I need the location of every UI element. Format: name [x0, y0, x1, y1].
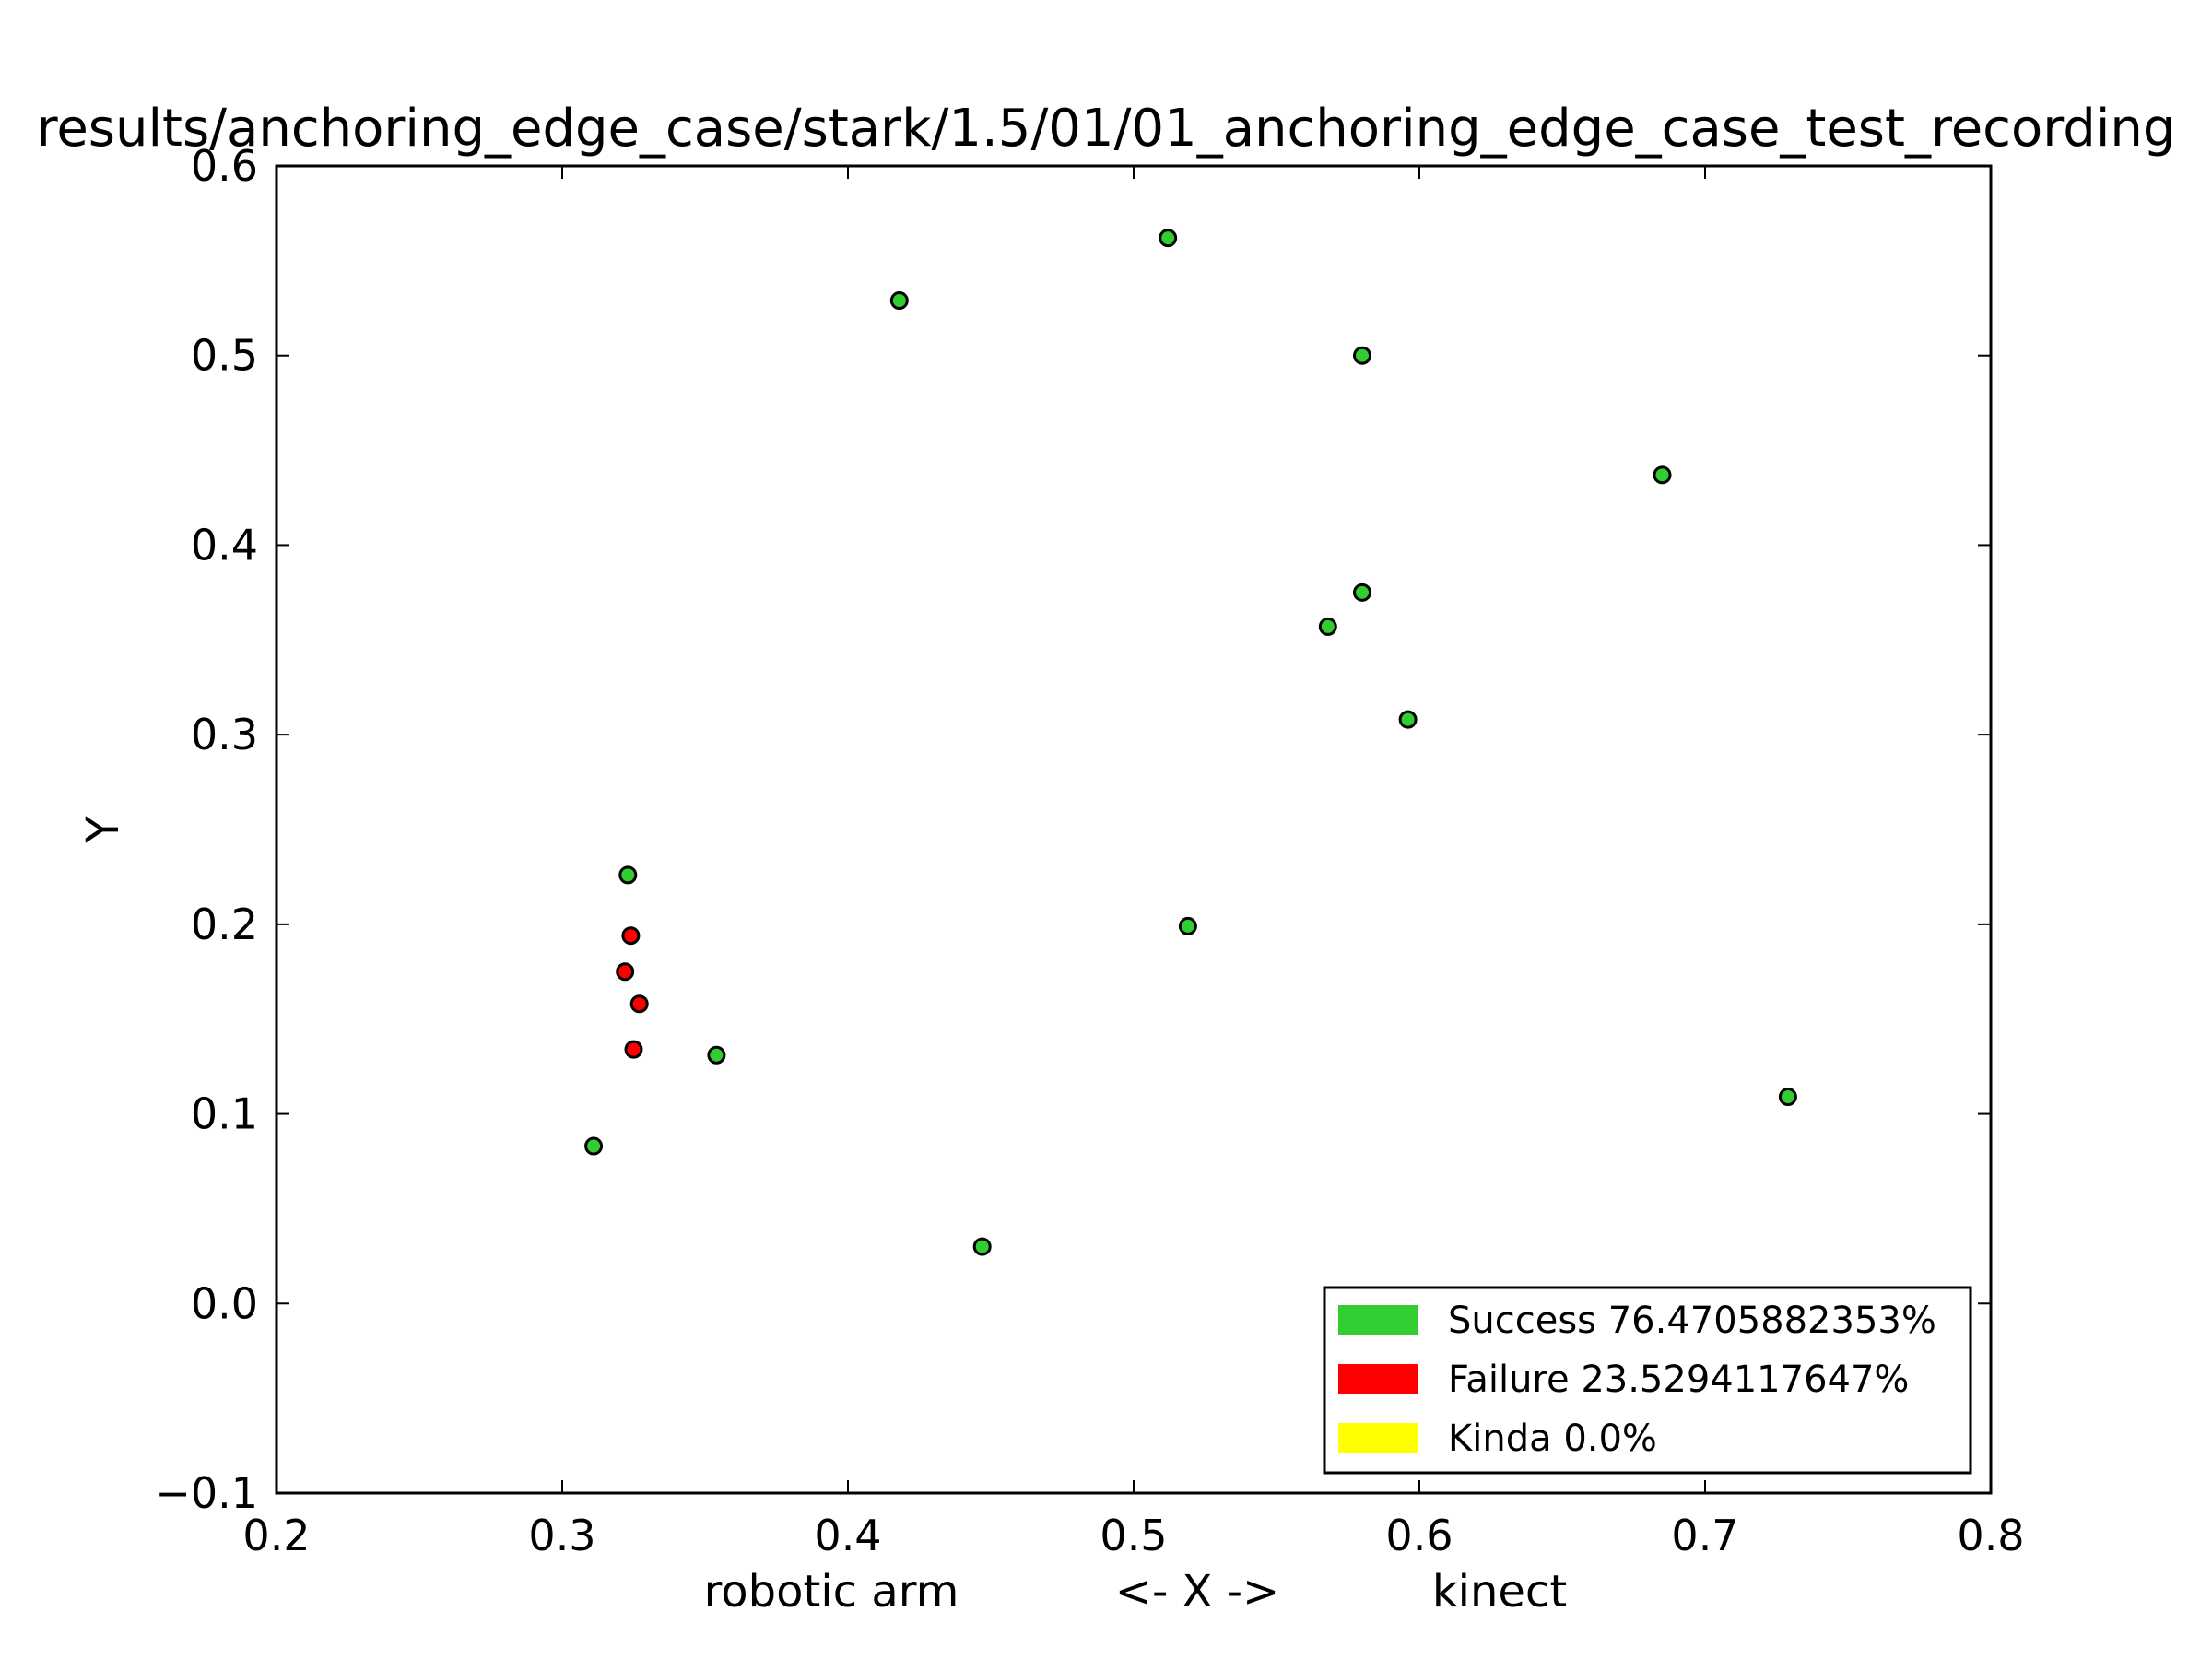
legend-swatch — [1338, 1364, 1418, 1394]
data-point-series-0 — [1398, 710, 1418, 729]
y-tick-label: 0.3 — [191, 710, 258, 759]
data-point-series-0 — [1778, 1088, 1797, 1107]
x-axis-label-right: kinect — [1432, 1566, 1567, 1618]
data-points — [584, 229, 1797, 1256]
data-point-series-1 — [616, 962, 635, 982]
y-tick-label: 0.2 — [191, 900, 258, 949]
data-point-series-1 — [624, 1040, 643, 1059]
legend-swatch — [1338, 1305, 1418, 1335]
x-tick-label: 0.2 — [242, 1511, 310, 1560]
x-tick-label: 0.8 — [1957, 1511, 2024, 1560]
y-tick-label: 0.4 — [191, 520, 258, 570]
y-axis-label: Y — [77, 816, 129, 844]
data-point-series-1 — [629, 994, 649, 1014]
legend-label: Failure 23.5294117647% — [1448, 1359, 1909, 1401]
chart-title: results/anchoring_edge_case/stark/1.5/01… — [37, 99, 2176, 159]
data-point-series-0 — [1318, 617, 1337, 636]
x-axis-label-left: robotic arm — [704, 1566, 959, 1618]
y-tick-label: 0.1 — [191, 1089, 258, 1139]
tick-labels: 0.2 0.3 0.4 0.5 0.6 0.7 0.8 −0.1 0.0 0.1 0.2 0.3 0.4… — [155, 141, 2024, 1560]
data-point-series-0 — [1178, 916, 1197, 935]
y-tick-label: 0.0 — [191, 1278, 258, 1328]
legend-swatch — [1338, 1423, 1418, 1453]
legend-box — [1323, 1286, 1972, 1475]
data-point-series-0 — [584, 1136, 604, 1156]
data-point-series-1 — [621, 926, 641, 946]
x-tick-label: 0.4 — [814, 1511, 881, 1560]
data-point-series-0 — [1159, 229, 1178, 248]
legend-label: Kinda 0.0% — [1448, 1418, 1657, 1460]
legend-label: Success 76.4705882353% — [1448, 1300, 1936, 1342]
x-tick-label: 0.6 — [1385, 1511, 1453, 1560]
data-point-series-0 — [707, 1045, 726, 1065]
data-point-series-0 — [1653, 465, 1672, 485]
data-point-series-0 — [1353, 582, 1371, 602]
data-point-series-0 — [1353, 346, 1371, 365]
x-tick-label: 0.7 — [1671, 1511, 1738, 1560]
data-point-series-0 — [972, 1237, 992, 1256]
y-tick-label: −0.1 — [155, 1468, 258, 1518]
y-tick-label: 0.6 — [191, 141, 258, 191]
legend: Success 76.4705882353% Failure 23.5294117… — [1323, 1286, 1972, 1475]
plot-area-frame — [275, 164, 1993, 1495]
data-point-series-0 — [889, 291, 909, 311]
x-tick-label: 0.3 — [528, 1511, 595, 1560]
x-axis-label: <- X -> — [1115, 1566, 1279, 1618]
x-tick-label: 0.5 — [1100, 1511, 1167, 1560]
y-tick-label: 0.5 — [191, 331, 258, 381]
data-point-series-0 — [618, 865, 638, 885]
